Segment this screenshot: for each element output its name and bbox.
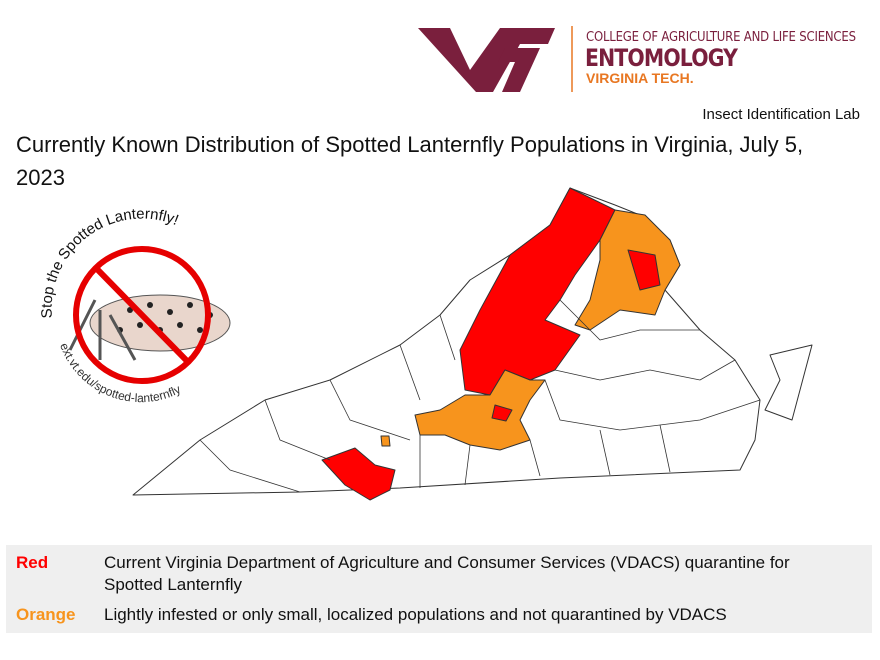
legend-description: Lightly infested or only small, localize… (104, 605, 727, 624)
infested-region (321, 447, 396, 501)
virginia-map (132, 187, 813, 501)
badge: Stop the Spotted Lanternfly! ext.vt.edu/… (38, 205, 231, 405)
infested-region (380, 435, 391, 447)
legend: Red Current Virginia Department of Agric… (6, 545, 872, 633)
infested-region (491, 404, 513, 422)
lab-name: Insect Identification Lab (702, 106, 860, 123)
legend-label: Red (16, 553, 49, 572)
college-name: COLLEGE OF AGRICULTURE AND LIFE SCIENCES (586, 30, 856, 45)
university-name: VIRGINIA TECH. (586, 70, 694, 86)
title: Currently Known Distribution of Spotted … (16, 132, 804, 190)
legend-description: Current Virginia Department of Agricultu… (104, 553, 790, 594)
vt-logo (418, 28, 555, 92)
infested-region (574, 209, 681, 331)
lanternfly (89, 294, 231, 352)
legend-label: Orange (16, 605, 76, 624)
department-name: ENTOMOLOGY (585, 44, 738, 72)
infested-region (627, 249, 661, 291)
